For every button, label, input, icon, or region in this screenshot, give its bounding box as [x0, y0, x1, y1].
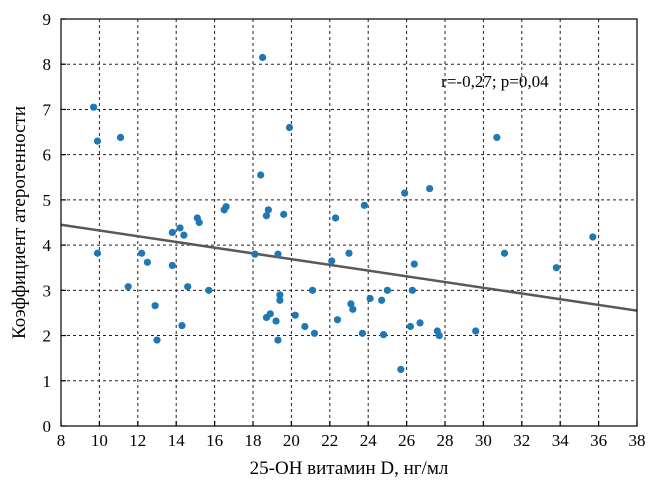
- data-point: [184, 283, 192, 291]
- data-point: [257, 171, 265, 179]
- x-axis-tick-labels: 8 10 12 14 16 18 20 22 24 26 28 30 32 34 36 38: [57, 431, 646, 450]
- data-point: [168, 261, 176, 270]
- data-point: [408, 286, 416, 294]
- data-point: [589, 233, 597, 241]
- data-point: [168, 228, 176, 237]
- y-tick-label: 8: [43, 55, 52, 74]
- x-tick-label: 10: [91, 431, 108, 450]
- x-tick-label: 24: [360, 431, 378, 450]
- data-point: [500, 249, 509, 257]
- data-point: [401, 189, 409, 197]
- data-point: [272, 317, 280, 325]
- data-point: [222, 203, 230, 211]
- data-point: [358, 329, 367, 337]
- trend-line: [60, 223, 638, 312]
- data-point: [195, 218, 203, 227]
- x-tick-label: 30: [475, 431, 492, 450]
- data-point: [331, 214, 340, 222]
- correlation-annotation: r=-0,27; p=0,04: [441, 72, 549, 91]
- data-point: [345, 249, 353, 257]
- y-tick-label: 5: [43, 191, 52, 210]
- data-point: [291, 311, 299, 319]
- x-tick-label: 8: [57, 431, 66, 450]
- data-point: [262, 212, 271, 220]
- data-point: [264, 206, 272, 214]
- x-tick-label: 38: [629, 431, 646, 450]
- grid-lines: [61, 19, 637, 426]
- x-tick-label: 32: [513, 431, 530, 450]
- data-point: [90, 103, 98, 111]
- data-point: [153, 336, 161, 344]
- data-point: [310, 329, 319, 337]
- data-point: [280, 210, 288, 218]
- data-point: [333, 316, 342, 324]
- data-point: [383, 286, 391, 294]
- y-tick-label: 9: [43, 10, 52, 29]
- data-point: [178, 322, 186, 330]
- data-point: [251, 250, 259, 258]
- x-tick-label: 14: [168, 431, 186, 450]
- data-point: [435, 331, 443, 340]
- data-point: [176, 224, 184, 232]
- y-tick-label: 3: [43, 281, 52, 300]
- data-point: [378, 296, 386, 304]
- x-tick-label: 36: [590, 431, 607, 450]
- data-points: [90, 53, 597, 374]
- x-tick-label: 22: [321, 431, 338, 450]
- x-tick-label: 18: [245, 431, 262, 450]
- data-point: [266, 310, 274, 318]
- x-tick-label: 28: [437, 431, 454, 450]
- data-point: [349, 305, 357, 313]
- x-axis-title: 25-OH витамин D, нг/мл: [250, 458, 449, 479]
- trend-line-group: [60, 223, 638, 312]
- data-point: [360, 201, 368, 209]
- y-axis-title: Коэффициент атерогенности: [9, 106, 30, 339]
- data-point: [259, 53, 267, 62]
- data-point: [143, 258, 151, 266]
- y-tick-label: 6: [43, 146, 52, 165]
- y-tick-label: 1: [43, 372, 52, 391]
- data-point: [426, 184, 434, 193]
- data-point: [406, 322, 415, 331]
- y-tick-label: 4: [43, 236, 52, 255]
- x-tick-label: 34: [552, 431, 570, 450]
- y-axis-tick-labels: 0 1 2 3 4 5 6 7 8 9: [43, 10, 52, 436]
- x-tick-label: 16: [206, 431, 223, 450]
- data-point: [379, 331, 388, 339]
- data-point: [410, 260, 418, 268]
- data-point: [151, 302, 159, 310]
- x-tick-label: 26: [398, 431, 415, 450]
- data-point: [285, 123, 294, 132]
- y-tick-label: 7: [43, 100, 52, 119]
- data-point: [274, 336, 282, 344]
- y-tick-label: 2: [43, 327, 52, 346]
- data-point: [138, 249, 146, 257]
- data-point: [328, 257, 336, 265]
- data-point: [93, 137, 102, 145]
- x-tick-label: 20: [283, 431, 300, 450]
- data-point: [205, 286, 213, 294]
- data-point: [276, 296, 284, 304]
- data-point: [416, 319, 424, 327]
- data-point: [180, 231, 188, 239]
- y-tick-label: 0: [43, 417, 52, 436]
- data-point: [308, 286, 317, 294]
- data-point: [397, 365, 405, 374]
- data-point: [366, 294, 374, 303]
- data-point: [274, 250, 282, 258]
- data-point: [347, 300, 355, 308]
- data-point: [116, 133, 125, 142]
- plot-area-frame: [60, 18, 638, 427]
- axis-ticks: [60, 18, 638, 427]
- data-point: [472, 327, 480, 335]
- data-point: [124, 283, 132, 291]
- data-point: [301, 322, 309, 331]
- x-tick-label: 12: [129, 431, 146, 450]
- data-point: [493, 133, 501, 142]
- data-point: [552, 264, 560, 272]
- data-point: [276, 291, 284, 299]
- data-point: [93, 249, 102, 257]
